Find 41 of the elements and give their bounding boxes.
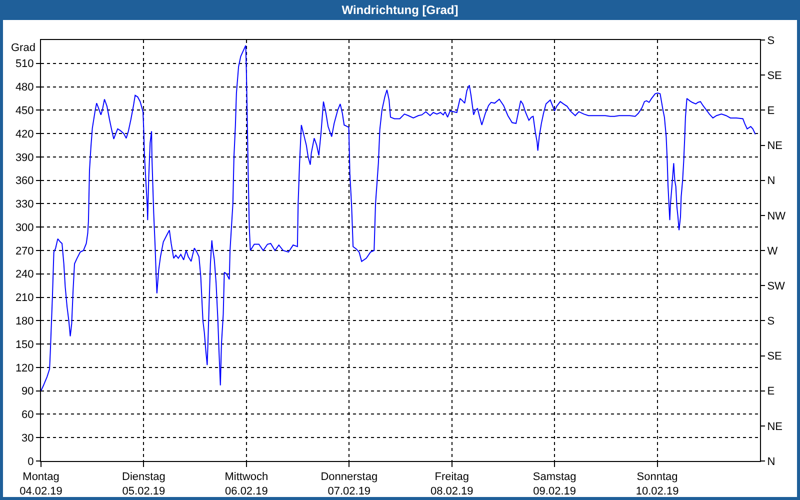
y-tick-label: 270	[15, 245, 34, 258]
y-tick-label: 330	[15, 198, 34, 211]
category-label: N	[767, 456, 776, 468]
y-tick-label: 150	[15, 338, 34, 351]
y-tick-label: 60	[22, 409, 34, 422]
category-label: NW	[767, 210, 786, 222]
x-tick-label: Montag 04.02.19	[20, 471, 62, 498]
category-label: SE	[767, 70, 782, 82]
y-tick-label: 510	[15, 58, 34, 70]
y-axis-title: Grad	[11, 42, 36, 54]
y-tick-label: 450	[15, 105, 34, 118]
x-tick-label: Freitag 08.02.19	[430, 471, 474, 498]
title-bar: Windrichtung [Grad]	[0, 0, 800, 20]
y-tick-label: 480	[15, 82, 34, 94]
y-tick-label: 210	[15, 292, 34, 304]
y-tick-label: 0	[28, 456, 34, 468]
category-label: NE	[767, 140, 782, 152]
category-label: SE	[767, 350, 782, 363]
y-tick-label: 240	[15, 268, 34, 281]
y-tick-label: 180	[15, 316, 34, 328]
y-tick-label: 90	[22, 386, 34, 398]
x-tick-label: Samstag 09.02.19	[532, 471, 576, 498]
chart-title: Windrichtung [Grad]	[342, 3, 458, 17]
category-label: S	[767, 34, 775, 47]
y-tick-label: 300	[15, 222, 34, 234]
y-tick-label: 120	[15, 362, 34, 374]
x-tick-label: Donnerstag 07.02.19	[320, 471, 378, 498]
category-label: W	[767, 245, 778, 258]
category-label: NE	[767, 420, 782, 433]
y-tick-label: 390	[15, 152, 34, 164]
y-tick-label: 360	[15, 175, 34, 188]
category-label: N	[767, 175, 776, 188]
y-tick-label: 420	[15, 128, 34, 140]
category-label: SW	[767, 280, 785, 292]
category-label: E	[767, 386, 775, 398]
category-label: E	[767, 105, 775, 118]
category-label: S	[767, 316, 775, 328]
y-tick-label: 30	[22, 432, 34, 444]
x-tick-label: Sonntag 10.02.19	[636, 471, 679, 498]
x-tick-label: Mittwoch 06.02.19	[224, 471, 268, 498]
x-tick-label: Dienstag 05.02.19	[122, 471, 166, 498]
